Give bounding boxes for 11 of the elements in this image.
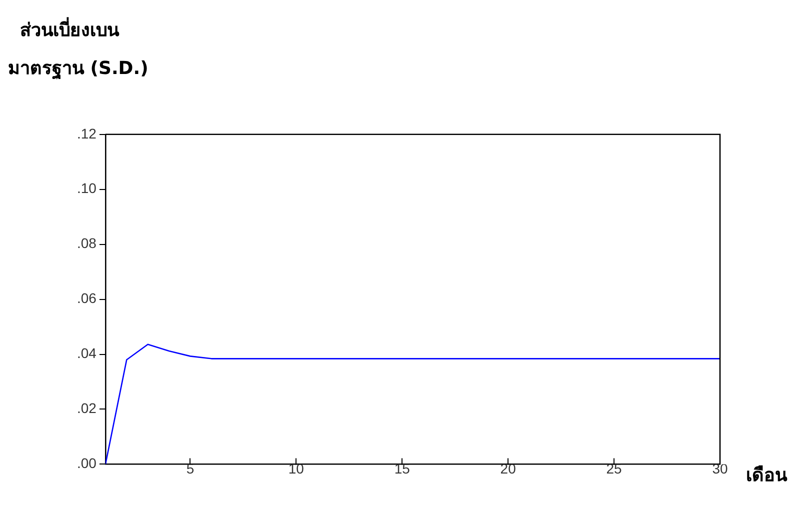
y-tick-label: .02 bbox=[76, 400, 97, 416]
x-tick-label: 15 bbox=[394, 460, 410, 476]
y-tick-label: .06 bbox=[76, 290, 97, 306]
y-tick-label: .00 bbox=[76, 455, 97, 472]
x-axis-title: เดือน bbox=[746, 464, 787, 488]
y-tick-label: .04 bbox=[76, 345, 97, 362]
y-axis-title: ส่วนเบี่ยงเบน มาตรฐาน (S.D.) bbox=[8, 16, 148, 82]
y-tick-label: .12 bbox=[76, 125, 97, 142]
y-tick-label: .10 bbox=[76, 180, 97, 196]
x-tick-label: 5 bbox=[186, 460, 194, 476]
y-tick-label: .08 bbox=[76, 235, 97, 252]
